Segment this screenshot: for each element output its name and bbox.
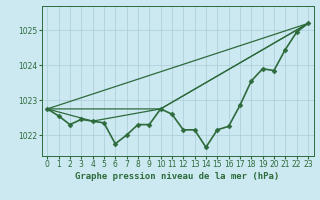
X-axis label: Graphe pression niveau de la mer (hPa): Graphe pression niveau de la mer (hPa) xyxy=(76,172,280,181)
